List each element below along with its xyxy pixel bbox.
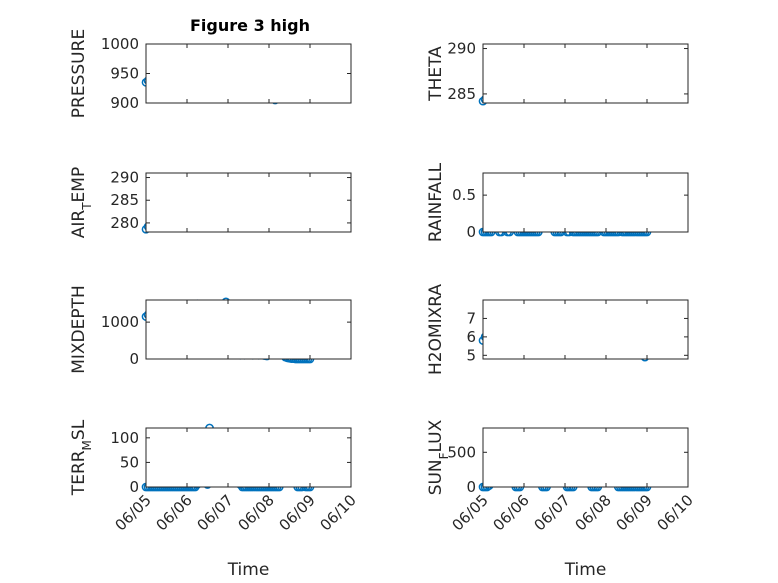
y-tick-label: 0 bbox=[129, 350, 139, 368]
subplot-mixdepth: 0 1000 MIXDEPTH bbox=[69, 285, 352, 374]
x-tick-label: 06/10 bbox=[654, 491, 697, 534]
x-tick-label: 06/05 bbox=[112, 491, 155, 534]
x-tick-label: 06/06 bbox=[153, 491, 196, 534]
y-tick-label: 290 bbox=[110, 169, 139, 187]
axes-frame bbox=[145, 299, 352, 360]
y-tick-label: 6 bbox=[466, 328, 476, 346]
x-tick-label: 06/09 bbox=[276, 491, 319, 534]
axes-frame bbox=[482, 172, 689, 233]
y-axis-label: PRESSURE bbox=[69, 29, 89, 118]
x-tick-label: 06/08 bbox=[572, 491, 615, 534]
x-tick-label: 06/08 bbox=[235, 491, 278, 534]
figure-title: Figure 3 high bbox=[190, 16, 310, 35]
y-tick-label: 0 bbox=[466, 478, 476, 496]
y-tick-label: 1000 bbox=[101, 313, 139, 331]
y-tick-label: 280 bbox=[110, 214, 139, 232]
y-tick-label: 0 bbox=[466, 223, 476, 241]
y-tick-label: 0.5 bbox=[452, 186, 476, 204]
y-tick-label: 290 bbox=[447, 40, 476, 58]
x-tick-label: 06/09 bbox=[613, 491, 656, 534]
y-axis-label: THETA bbox=[426, 46, 446, 102]
subplot-air_temp: 280 285 290 AIRTEMP bbox=[69, 167, 352, 238]
y-tick-label: 950 bbox=[110, 65, 139, 83]
x-axis-label: Time bbox=[564, 560, 607, 580]
y-axis-label: SUNFLUX bbox=[426, 419, 451, 495]
y-axis-label: MIXDEPTH bbox=[69, 285, 89, 374]
axes-frame bbox=[145, 427, 352, 488]
y-tick-label: 0 bbox=[129, 478, 139, 496]
y-tick-label: 900 bbox=[110, 94, 139, 112]
x-tick-label: 06/06 bbox=[490, 491, 533, 534]
y-tick-label: 50 bbox=[120, 453, 139, 471]
y-tick-label: 500 bbox=[447, 443, 476, 461]
axes-frame bbox=[145, 43, 352, 104]
axes-frame bbox=[482, 427, 689, 488]
axes-frame bbox=[482, 299, 689, 360]
y-axis-label: H2OMIXRA bbox=[426, 284, 446, 375]
x-tick-label: 06/05 bbox=[449, 491, 492, 534]
x-axis-label: Time bbox=[227, 560, 270, 580]
y-tick-label: 285 bbox=[110, 191, 139, 209]
y-axis-label: RAINFALL bbox=[426, 162, 446, 242]
subplot-rainfall: 0 0.5 RAINFALL bbox=[426, 162, 689, 242]
y-tick-label: 100 bbox=[110, 429, 139, 447]
y-tick-label: 285 bbox=[447, 85, 476, 103]
x-tick-label: 06/07 bbox=[194, 491, 237, 534]
y-axis-label: AIRTEMP bbox=[69, 167, 94, 238]
axes-frame bbox=[145, 172, 352, 233]
x-tick-label: 06/07 bbox=[531, 491, 574, 534]
subplot-pressure: 900 950 1000 PRESSURE bbox=[69, 29, 352, 118]
axes-frame bbox=[482, 43, 689, 104]
y-axis-label: TERRMSL bbox=[69, 419, 94, 496]
x-tick-label: 06/10 bbox=[317, 491, 360, 534]
y-tick-label: 5 bbox=[466, 346, 476, 364]
y-tick-label: 7 bbox=[466, 309, 476, 327]
y-tick-label: 1000 bbox=[101, 35, 139, 53]
subplot-h2omixra: 567 H2OMIXRA bbox=[426, 284, 689, 375]
